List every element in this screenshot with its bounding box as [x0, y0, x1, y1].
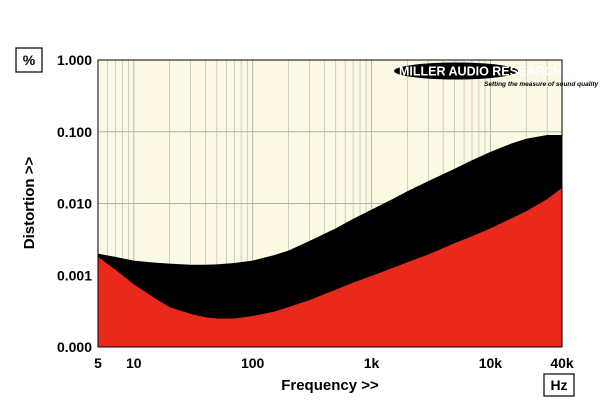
logo-ellipse [394, 62, 518, 80]
y-axis-title: Distortion >> [21, 157, 38, 250]
logo-tagline: Setting the measure of sound quality [484, 81, 599, 88]
logo-text: MILLER AUDIO RESEARCH [399, 65, 562, 79]
x-tick-label: 40k [550, 355, 574, 371]
data-areas [98, 135, 562, 347]
x-tick-label: 1k [364, 355, 380, 371]
miller-audio-research-logo: MILLER AUDIO RESEARCH Setting the measur… [394, 62, 599, 88]
y-axis-tick-labels: 0.000 0.001 0.010 0.100 1.000 [57, 52, 92, 355]
y-tick-label: 1.000 [57, 52, 92, 68]
y-tick-label: 0.100 [57, 124, 92, 140]
x-tick-label: 10 [126, 355, 142, 371]
y-unit-frame [15, 47, 43, 73]
x-tick-label: 5 [94, 355, 102, 371]
y-unit-box: % [15, 47, 43, 73]
x-unit-label: Hz [550, 377, 567, 393]
y-unit-label: % [23, 52, 36, 68]
x-unit-frame [543, 373, 575, 397]
x-axis-title: Frequency >> [281, 377, 379, 394]
x-axis-tick-labels: 5 10 100 1k 10k 40k [94, 355, 574, 371]
svg-text:MILLER AUDIO RESEARCH: MILLER AUDIO RESEARCH [399, 65, 562, 79]
series-area-lower-band [98, 187, 562, 347]
x-tick-label: 100 [241, 355, 265, 371]
plot-frame [97, 59, 563, 348]
y-tick-label: 0.010 [57, 196, 92, 212]
x-tick-label: 10k [479, 355, 503, 371]
y-tick-label: 0.000 [57, 339, 92, 355]
x-unit-box: Hz [543, 373, 575, 397]
y-tick-label: 0.001 [57, 267, 92, 283]
